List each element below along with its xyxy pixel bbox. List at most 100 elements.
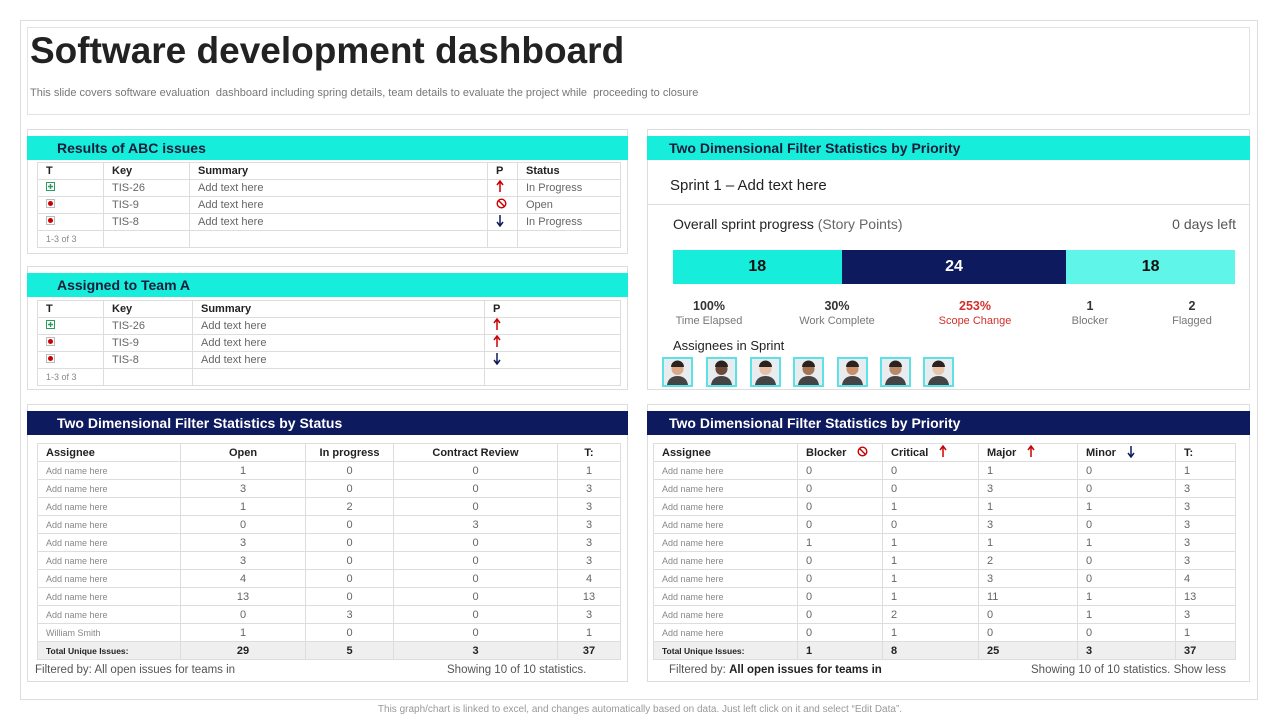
- assignee-cell: Add name here: [37, 479, 181, 498]
- assignee-cell: Add name here: [653, 569, 798, 588]
- value-cell: 5: [305, 641, 394, 660]
- value-cell: 0: [305, 551, 394, 570]
- segment-label: 18: [748, 258, 767, 275]
- assignee-cell: Add name here: [37, 551, 181, 570]
- row: Add name here 0 0 3 3: [37, 515, 621, 534]
- header-row: T Key Summary P: [37, 300, 621, 318]
- key-cell: TIS-26: [103, 317, 193, 335]
- icon: [493, 318, 501, 334]
- column-header: T: [37, 300, 104, 318]
- header-row: T Key Summary P Status: [37, 162, 621, 180]
- value-cell: 13: [180, 587, 306, 606]
- icon: [46, 182, 55, 194]
- summary-cell: Add text here: [192, 334, 485, 352]
- assignee-cell: Total Unique Issues:: [653, 641, 798, 660]
- icon: [493, 335, 501, 351]
- icon: [46, 337, 55, 349]
- row: Add name here 1 0 0 1: [37, 461, 621, 480]
- count: 1-3 of 3: [37, 368, 104, 386]
- value-cell: 29: [180, 641, 306, 660]
- value-cell: 0: [393, 461, 558, 480]
- value-cell: 1: [1175, 461, 1236, 480]
- days-left: 0 days left: [1172, 216, 1236, 232]
- value-cell: 0: [882, 515, 979, 534]
- type-cell: [37, 196, 104, 214]
- header-text: In progress: [319, 446, 380, 459]
- column-header: Status: [517, 162, 621, 180]
- progress-segment: 24: [841, 250, 1067, 284]
- column-header: Contract Review: [393, 443, 558, 462]
- stat-value: 253%: [959, 299, 991, 313]
- assignee-cell: Add name here: [653, 551, 798, 570]
- header-text: Open: [228, 446, 258, 459]
- value-cell: 0: [180, 515, 306, 534]
- cell: [103, 230, 190, 248]
- value-cell: 4: [180, 569, 306, 588]
- summary-cell: Add text here: [189, 179, 488, 197]
- row: TIS-26 Add text here: [37, 317, 621, 335]
- value-cell: 0: [1077, 515, 1176, 534]
- value-cell: 11: [978, 587, 1078, 606]
- value-cell: 3: [1175, 479, 1236, 498]
- value-cell: 1: [978, 461, 1078, 480]
- value-cell: 3: [557, 497, 621, 516]
- value-cell: 0: [797, 479, 883, 498]
- assignee-cell: Add name here: [37, 587, 181, 606]
- issues-table: T Key Summary P Status TIS-26 Add text here In …: [37, 162, 621, 248]
- total-row: Total Unique Issues: 29 5 3 37: [37, 641, 621, 660]
- summary-cell: Add text here: [189, 213, 488, 231]
- value-cell: 37: [1175, 641, 1236, 660]
- header-row: Assignee Open In progress Contract Review T:: [37, 443, 621, 462]
- divider: [648, 204, 1249, 205]
- value-cell: 1: [978, 497, 1078, 516]
- key-cell: TIS-9: [103, 334, 193, 352]
- filter-text: All open issues for teams in: [94, 664, 236, 676]
- value-cell: 0: [1077, 623, 1176, 642]
- progress-segment: 18: [1066, 250, 1235, 284]
- value-cell: 0: [393, 623, 558, 642]
- page-title: Software development dashboard: [30, 30, 625, 71]
- team-table: T Key Summary P TIS-26 Add text here TIS-9 Add …: [37, 300, 621, 386]
- value-cell: 1: [1077, 605, 1176, 624]
- value-cell: 3: [305, 605, 394, 624]
- priority-cell: [487, 179, 518, 197]
- avatar: [880, 357, 911, 387]
- row: TIS-8 Add text here In Progress: [37, 213, 621, 231]
- filter-text: All open issues for teams in: [729, 664, 882, 676]
- header-row: Assignee Blocker Critical Major Minor T:: [653, 443, 1236, 462]
- progress-label: Overall sprint progress (Story Points): [673, 216, 903, 232]
- value-cell: 0: [797, 551, 883, 570]
- value-cell: 1: [180, 623, 306, 642]
- icon: [939, 444, 947, 461]
- priority-cell: [484, 334, 621, 352]
- row: Add name here 1 2 0 3: [37, 497, 621, 516]
- value-cell: 0: [797, 515, 883, 534]
- value-cell: 0: [393, 479, 558, 498]
- show-less[interactable]: Show less: [1173, 664, 1226, 676]
- stat: 100% Time Elapsed: [649, 299, 769, 327]
- value-cell: 1: [557, 461, 621, 480]
- header-text: Critical: [891, 446, 929, 459]
- value-cell: 0: [978, 605, 1078, 624]
- outer-frame: [20, 20, 1258, 700]
- row: Add name here 0 1 1 1 3: [653, 497, 1236, 516]
- stat-value: 2: [1188, 299, 1196, 313]
- segment-label: 24: [945, 258, 963, 275]
- icon: [1027, 444, 1035, 461]
- value-cell: 3: [1077, 641, 1176, 660]
- avatar: [793, 357, 824, 387]
- header-text: Assignee: [46, 446, 95, 459]
- icon: [46, 354, 55, 366]
- column-header: T:: [1175, 443, 1236, 462]
- value-cell: 0: [180, 605, 306, 624]
- assignee-cell: Add name here: [653, 461, 798, 480]
- cell: [484, 368, 621, 386]
- row: Add name here 3 0 0 3: [37, 479, 621, 498]
- row: TIS-8 Add text here: [37, 351, 621, 369]
- header-text: Major: [987, 446, 1017, 459]
- column-header: Key: [103, 300, 193, 318]
- row: Add name here 0 2 0 1 3: [653, 605, 1236, 624]
- sprint-header: Two Dimensional Filter Statistics by Pri…: [647, 136, 1250, 160]
- value-cell: 3: [557, 605, 621, 624]
- icon: [857, 445, 868, 460]
